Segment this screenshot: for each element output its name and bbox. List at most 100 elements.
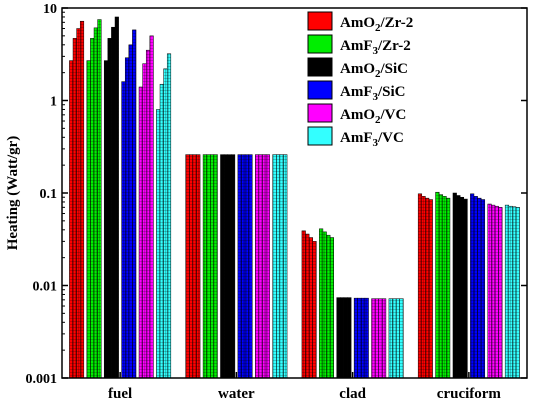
y-tick-label: 0.001	[26, 372, 58, 387]
bar-hatch	[491, 205, 495, 378]
bar-hatch	[73, 38, 77, 379]
bar-hatch	[192, 154, 197, 378]
bar-hatch	[80, 21, 84, 378]
bar-hatch	[203, 154, 207, 378]
bar-hatch	[505, 205, 509, 378]
bar-hatch	[326, 235, 331, 378]
legend-entry-label: AmF3/Zr-2	[340, 38, 411, 57]
bar-hatch	[481, 199, 485, 378]
bar-hatch	[69, 60, 74, 379]
bar-hatch	[396, 298, 400, 378]
bar-hatch	[121, 81, 126, 379]
bar-hatch	[305, 234, 310, 378]
bar-hatch	[330, 237, 334, 378]
bar-hatch	[255, 154, 259, 378]
bar-hatch	[322, 231, 327, 378]
bar-hatch	[319, 228, 323, 378]
legend: AmO2/Zr-2 AmF3/Zr-2 AmO2/SiC AmF3/SiC AmO2/V…	[307, 11, 413, 149]
legend-entry-label: AmF3/VC	[340, 130, 404, 149]
bar-hatch	[266, 154, 270, 378]
legend-entry-label: AmF3/SiC	[340, 84, 406, 103]
bar-hatch	[156, 109, 161, 379]
bar-hatch	[231, 154, 235, 378]
bar-hatch	[237, 154, 242, 378]
legend-swatch	[307, 57, 333, 77]
bar-hatch	[375, 298, 379, 378]
bar-hatch	[421, 196, 426, 378]
bar-hatch	[111, 27, 116, 379]
bar-hatch	[512, 206, 516, 378]
bar-hatch	[309, 237, 313, 378]
bar-hatch	[418, 193, 422, 378]
legend-swatch	[307, 80, 333, 100]
bar-hatch	[354, 298, 358, 378]
bar-hatch	[460, 197, 464, 378]
legend-swatch	[307, 126, 333, 146]
x-category-label: water	[218, 386, 255, 402]
bar-hatch	[97, 19, 102, 379]
bar-hatch	[125, 57, 129, 379]
bar-hatch	[428, 199, 433, 378]
bar-hatch	[167, 53, 171, 379]
x-category-label: fuel	[108, 386, 132, 402]
bar-hatch	[279, 154, 284, 378]
bar-hatch	[301, 230, 306, 378]
x-category-label: cruciform	[437, 386, 502, 402]
bar-hatch	[76, 28, 81, 379]
y-tick-label: 1	[50, 95, 57, 110]
bar-hatch	[361, 298, 365, 378]
legend-swatch	[307, 103, 333, 123]
bar-hatch	[515, 207, 520, 378]
legend-entry-label: AmO2/VC	[340, 107, 406, 126]
bar-hatch	[220, 154, 225, 378]
bar-hatch	[94, 27, 98, 378]
bar-hatch	[115, 16, 119, 379]
bar-hatch	[248, 154, 253, 378]
bar-hatch	[86, 60, 91, 379]
bar-hatch	[336, 297, 341, 378]
bar-hatch	[262, 154, 267, 378]
bar-hatch	[272, 154, 277, 378]
bar-hatch	[456, 195, 461, 378]
bar-hatch	[477, 198, 482, 378]
bar-hatch	[399, 298, 404, 378]
legend-entry-label: AmO2/SiC	[340, 61, 408, 80]
bar-hatch	[227, 154, 232, 378]
bar-hatch	[224, 154, 228, 378]
bar-hatch	[463, 199, 468, 378]
bar-hatch	[163, 68, 168, 379]
bar-hatch	[439, 194, 443, 378]
bar-hatch	[206, 154, 211, 378]
bar-hatch	[508, 206, 513, 378]
bars-layer	[69, 16, 520, 379]
bar-hatch	[382, 298, 386, 378]
legend-entry-label: AmO2/Zr-2	[340, 15, 413, 34]
bar-hatch	[276, 154, 280, 378]
bar-hatch	[435, 192, 440, 378]
bar-hatch	[378, 298, 383, 378]
bar-hatch	[142, 63, 147, 378]
bar-hatch	[128, 44, 133, 379]
y-tick-label: 0.01	[33, 280, 58, 295]
bar-hatch	[498, 207, 503, 378]
bar-hatch	[473, 196, 478, 378]
bar-hatch	[139, 86, 143, 378]
bar-hatch	[425, 198, 429, 378]
bar-hatch	[340, 297, 344, 378]
bar-hatch	[189, 154, 193, 378]
y-tick-label: 0.1	[40, 187, 58, 202]
bar-hatch	[487, 204, 492, 378]
x-axis: fuel water clad cruciform	[108, 372, 501, 402]
bar-hatch	[90, 38, 95, 379]
legend-swatch	[307, 34, 333, 54]
bar-hatch	[210, 154, 214, 378]
bar-hatch	[446, 198, 450, 378]
bar-hatch	[347, 297, 352, 378]
y-axis-title: Heating (Watt/gr)	[5, 136, 21, 251]
bar-hatch	[245, 154, 249, 378]
bar-hatch	[213, 154, 218, 378]
bar-hatch	[107, 38, 112, 379]
bar-hatch	[241, 154, 246, 378]
bar-hatch	[371, 298, 376, 378]
